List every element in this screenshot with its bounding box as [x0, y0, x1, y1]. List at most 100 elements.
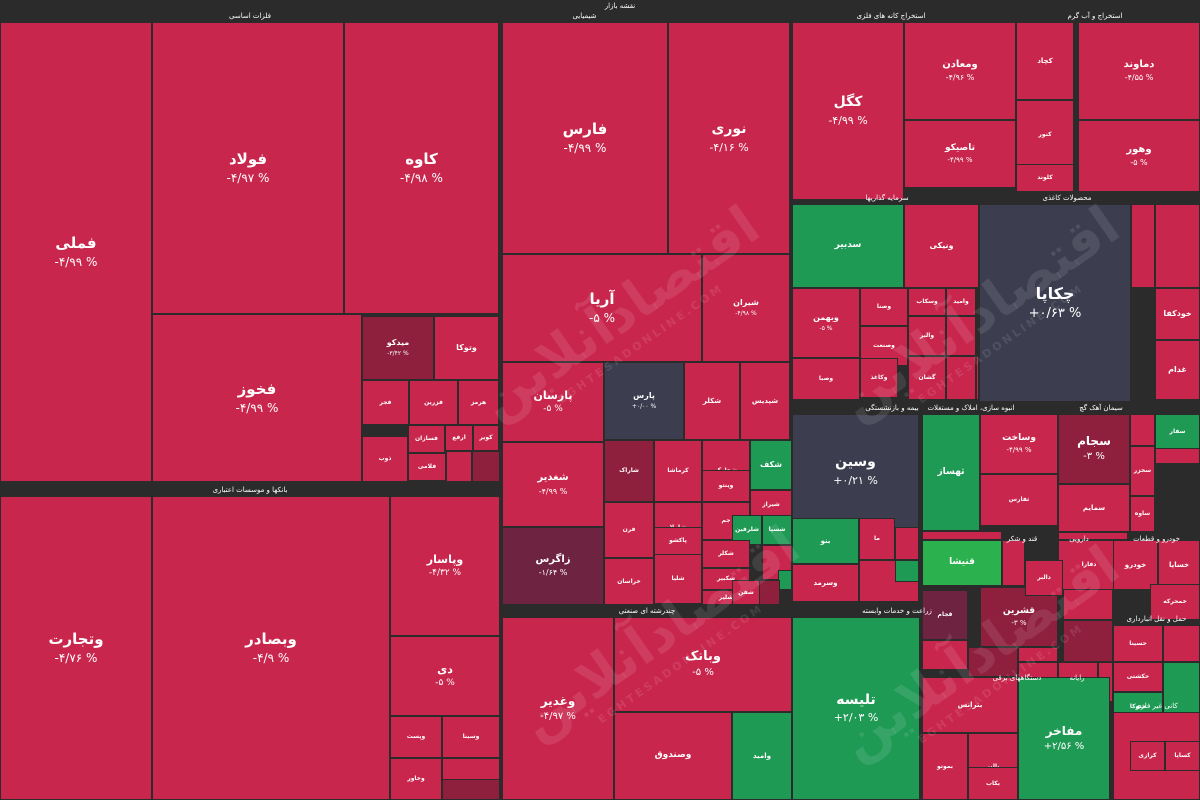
stock-tile[interactable]: فسازان — [408, 425, 445, 453]
stock-tile[interactable]: شکف — [750, 440, 792, 490]
stock-tile[interactable]: بترانس — [922, 677, 1018, 733]
stock-tile[interactable]: ارفع — [445, 425, 473, 451]
stock-tile[interactable]: وسرمد — [792, 564, 859, 602]
stock-tile[interactable]: وصندوق — [614, 712, 732, 800]
stock-tile[interactable]: چکاپا +۰/۶۳ % — [979, 204, 1131, 402]
stock-tile[interactable]: قجام — [922, 590, 968, 640]
stock-tile[interactable]: وکاغذ — [860, 358, 898, 398]
stock-tile[interactable]: وسینا — [442, 716, 500, 758]
stock-tile[interactable]: دماوند -۴/۵۵ % — [1078, 22, 1200, 120]
stock-tile[interactable]: شلرفین — [732, 515, 762, 545]
stock-tile[interactable]: شغدیر -۴/۹۹ % — [502, 442, 604, 527]
minor-stock-tile[interactable] — [922, 640, 968, 670]
stock-tile[interactable]: سخزر — [1130, 446, 1155, 496]
stock-tile[interactable]: پارس +۰/۰۰ % — [604, 362, 684, 440]
stock-tile[interactable]: ما — [859, 518, 895, 560]
stock-tile[interactable]: دی -۵ % — [390, 636, 500, 716]
stock-tile[interactable]: سدبیر — [792, 204, 904, 288]
stock-tile[interactable]: غدام — [1155, 340, 1200, 400]
stock-tile[interactable]: فخوز -۴/۹۹ % — [152, 314, 362, 482]
stock-tile[interactable]: کنور — [1016, 100, 1074, 170]
minor-stock-tile[interactable] — [1130, 414, 1155, 446]
minor-stock-tile[interactable] — [968, 647, 1018, 677]
minor-stock-tile[interactable] — [922, 531, 1002, 540]
stock-tile[interactable]: کرازی — [1130, 741, 1165, 771]
stock-tile[interactable]: ونیکی — [904, 204, 979, 288]
stock-tile[interactable]: خساپا — [1158, 540, 1200, 590]
stock-tile[interactable]: بنو — [792, 518, 859, 564]
minor-stock-tile[interactable] — [1058, 532, 1128, 540]
stock-tile[interactable]: وامید — [732, 712, 792, 800]
stock-tile[interactable]: وبصادر -۴/۹ % — [152, 496, 390, 800]
stock-tile[interactable]: فرن — [604, 502, 654, 558]
stock-tile[interactable]: وهور -۵ % — [1078, 120, 1200, 192]
stock-tile[interactable]: مفاخر +۲/۵۶ % — [1018, 677, 1110, 800]
minor-stock-tile[interactable] — [1002, 540, 1025, 586]
stock-tile[interactable]: والبر — [908, 316, 946, 356]
stock-tile[interactable]: شپدیس — [740, 362, 790, 440]
stock-tile[interactable]: ومعادن -۴/۹۶ % — [904, 22, 1016, 120]
stock-tile[interactable]: ثفارس — [980, 474, 1058, 526]
stock-tile[interactable]: کرماشا — [654, 440, 702, 502]
stock-tile[interactable]: پارسان -۵ % — [502, 362, 604, 442]
stock-tile[interactable]: وتجارت -۴/۷۶ % — [0, 496, 152, 800]
stock-tile[interactable]: بموتو — [922, 733, 968, 800]
stock-tile[interactable]: وسکاب — [908, 288, 946, 316]
minor-stock-tile[interactable] — [946, 356, 976, 400]
stock-tile[interactable]: فزرین — [409, 380, 458, 425]
stock-tile[interactable]: تاصیکو -۴/۹۹ % — [904, 120, 1016, 188]
stock-tile[interactable]: وساخت -۴/۹۹ % — [980, 414, 1058, 474]
stock-tile[interactable]: شلیا — [654, 554, 702, 604]
stock-tile[interactable]: وپست — [390, 716, 442, 758]
stock-tile[interactable]: خودکفا — [1155, 288, 1200, 340]
stock-tile[interactable]: حسینا — [1113, 625, 1163, 662]
stock-tile[interactable]: دالبر — [1025, 560, 1063, 596]
stock-tile[interactable]: سجام -۳ % — [1058, 414, 1130, 484]
stock-tile[interactable]: وسین +۰/۲۱ % — [792, 414, 919, 528]
stock-tile[interactable]: بکاب — [968, 767, 1018, 800]
stock-tile[interactable]: فولاد -۴/۹۷ % — [152, 22, 344, 314]
stock-tile[interactable]: وبانک -۵ % — [614, 617, 792, 712]
minor-stock-tile[interactable] — [1131, 204, 1155, 288]
minor-stock-tile[interactable] — [762, 545, 792, 580]
stock-tile[interactable]: ذوب — [362, 436, 408, 482]
stock-tile[interactable]: فلامی — [408, 453, 446, 481]
minor-stock-tile[interactable] — [1063, 620, 1113, 662]
stock-tile[interactable]: کلوند — [1016, 164, 1074, 192]
stock-tile[interactable]: وتوکا — [434, 316, 499, 380]
stock-tile[interactable]: ثهساز — [922, 414, 980, 531]
minor-stock-tile[interactable] — [1018, 647, 1058, 662]
stock-tile[interactable]: سفار — [1155, 414, 1200, 449]
stock-tile[interactable]: وصبا — [792, 358, 860, 400]
stock-tile[interactable]: کچاد — [1016, 22, 1074, 100]
stock-tile[interactable]: فارس -۴/۹۹ % — [502, 22, 668, 254]
stock-tile[interactable]: آریا -۵ % — [502, 254, 702, 362]
minor-stock-tile[interactable] — [1163, 625, 1200, 662]
stock-tile[interactable]: قنیشا — [922, 540, 1002, 586]
stock-tile[interactable]: کویر — [473, 425, 499, 451]
stock-tile[interactable]: وبهمن -۵ % — [792, 288, 860, 358]
stock-tile[interactable]: خمحرکه — [1150, 584, 1200, 620]
stock-tile[interactable]: خودرو — [1113, 540, 1158, 590]
stock-tile[interactable]: کاوه -۴/۹۸ % — [344, 22, 499, 314]
stock-tile[interactable]: خراسان — [604, 558, 654, 605]
stock-tile[interactable]: نوری -۴/۱۶ % — [668, 22, 790, 254]
stock-tile[interactable]: وغدیر -۴/۹۷ % — [502, 617, 614, 800]
minor-stock-tile[interactable] — [472, 451, 500, 482]
stock-tile[interactable]: سمایم — [1058, 484, 1130, 532]
stock-tile[interactable]: فملی -۴/۹۹ % — [0, 22, 152, 482]
stock-tile[interactable]: میدکو -۳/۴۲ % — [362, 316, 434, 380]
minor-stock-tile[interactable] — [778, 570, 792, 590]
stock-tile[interactable]: وپاسار -۴/۳۲ % — [390, 496, 500, 636]
stock-tile[interactable]: شسپا — [762, 515, 792, 545]
stock-tile[interactable]: هرمز — [458, 380, 499, 425]
minor-stock-tile[interactable] — [946, 316, 976, 356]
stock-tile[interactable]: ساوه — [1130, 496, 1155, 532]
stock-tile[interactable]: وخاور — [390, 758, 442, 800]
stock-tile[interactable]: شاراک — [604, 440, 654, 502]
stock-tile[interactable]: قشرین -۳ % — [980, 587, 1058, 647]
stock-tile[interactable]: زاگرس -۱/۶۴ % — [502, 527, 604, 605]
stock-tile[interactable]: حکشتی — [1113, 662, 1163, 692]
stock-tile[interactable]: پاکشو — [654, 527, 702, 555]
stock-tile[interactable]: دفارا — [1058, 540, 1120, 590]
